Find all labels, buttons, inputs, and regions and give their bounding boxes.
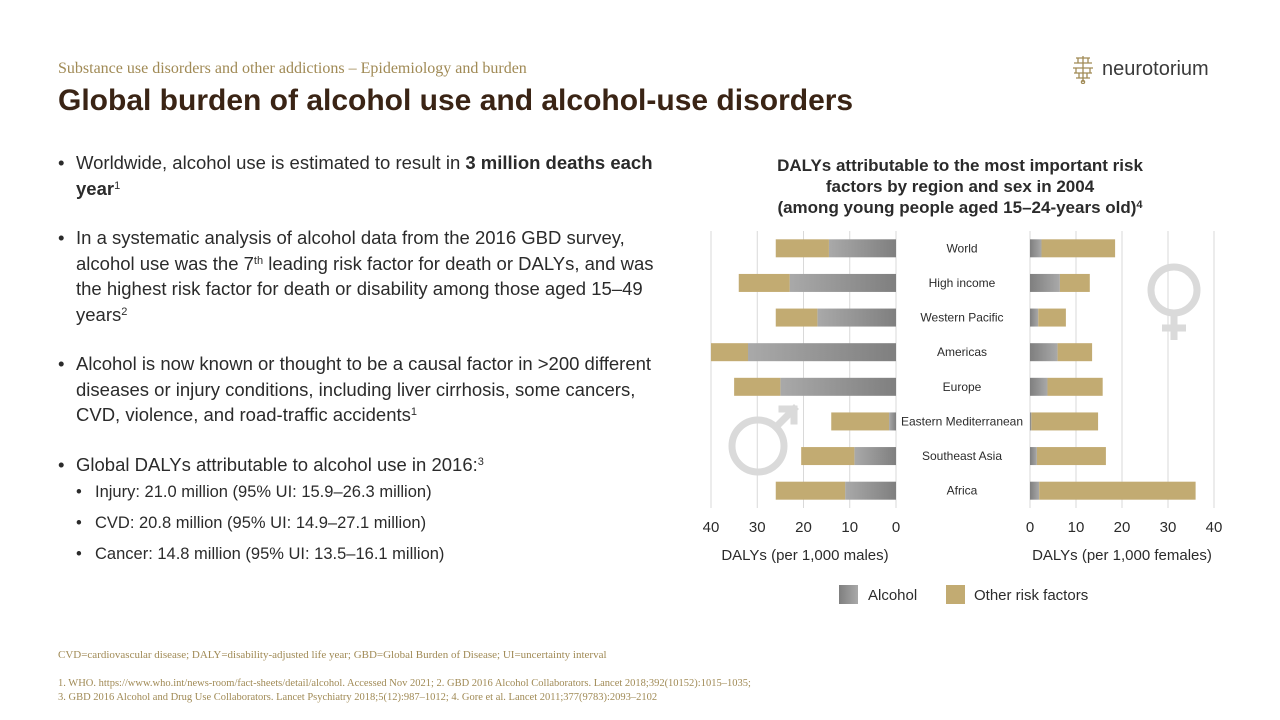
abbreviations-footnote: CVD=cardiovascular disease; DALY=disabil… <box>58 649 607 661</box>
bar-alcohol-male <box>828 239 896 258</box>
bar-other-female <box>1039 481 1196 500</box>
male-symbol-icon <box>728 416 788 476</box>
sub-bullet-item: CVD: 20.8 million (95% UI: 14.9–27.1 mil… <box>76 512 658 534</box>
citation-sup: 1 <box>114 179 121 192</box>
logo-text: neurotorium <box>1102 57 1209 80</box>
female-symbol-icon <box>1147 263 1201 317</box>
chart-title: DALYs attributable to the most important… <box>710 155 1210 218</box>
bar-other-male <box>775 308 818 327</box>
legend-label-alcohol: Alcohol <box>868 587 917 604</box>
bullet-item: Global DALYs attributable to alcohol use… <box>58 452 658 566</box>
x-axis-label: DALYs (per 1,000 females) <box>1032 547 1212 564</box>
x-tick-label: 0 <box>892 519 900 536</box>
bar-alcohol-female <box>1030 308 1039 327</box>
ordinal-sup: th <box>253 254 264 267</box>
bullet-emphasis: 3 million deaths each year <box>76 152 653 199</box>
bar-other-female <box>1041 239 1116 258</box>
chart-title-line: factors by region and sex in 2004 <box>825 177 1095 196</box>
bar-alcohol-male <box>748 343 896 362</box>
neurotorium-logo: neurotorium <box>1070 54 1209 84</box>
citation-sup: 3 <box>477 455 484 468</box>
bar-alcohol-male <box>817 308 896 327</box>
x-tick-label: 30 <box>1160 519 1177 536</box>
x-tick-label: 20 <box>795 519 812 536</box>
category-label: Western Pacific <box>920 311 1003 325</box>
bullet-item: In a systematic analysis of alcohol data… <box>58 225 658 327</box>
citation-sup: 2 <box>121 305 128 318</box>
chart-title-line: DALYs attributable to the most important… <box>777 156 1143 175</box>
bullet-text: Worldwide, alcohol use is estimated to r… <box>76 152 466 173</box>
x-axis-label: DALYs (per 1,000 males) <box>721 547 888 564</box>
category-label: Europe <box>943 380 982 394</box>
brain-logo-icon <box>1073 56 1093 84</box>
bar-alcohol-female <box>1030 239 1042 258</box>
x-tick-label: 20 <box>1114 519 1131 536</box>
reference-line: 1. WHO. https://www.who.int/news-room/fa… <box>58 678 751 689</box>
bar-alcohol-male <box>780 377 896 396</box>
x-tick-label: 40 <box>703 519 720 536</box>
bar-alcohol-male <box>889 412 896 431</box>
sub-bullet-list: Injury: 21.0 million (95% UI: 15.9–26.3 … <box>76 481 658 565</box>
bullet-list: Worldwide, alcohol use is estimated to r… <box>58 150 658 589</box>
category-label: World <box>946 241 977 255</box>
category-label: Americas <box>937 345 987 359</box>
category-label: High income <box>929 276 996 290</box>
references: 1. WHO. https://www.who.int/news-room/fa… <box>58 677 751 704</box>
bar-alcohol-female <box>1030 273 1060 292</box>
bullet-text: In a systematic analysis of alcohol data… <box>76 227 625 274</box>
bar-alcohol-female <box>1030 377 1048 396</box>
x-tick-label: 0 <box>1026 519 1034 536</box>
page-title: Global burden of alcohol use and alcohol… <box>58 84 854 117</box>
category-label: Eastern Mediterranean <box>901 414 1023 428</box>
bar-other-male <box>775 481 846 500</box>
bar-other-female <box>1038 308 1066 327</box>
legend-swatch-other <box>946 585 965 604</box>
bullet-text: leading risk factor for death or DALYs, … <box>76 252 654 325</box>
bar-alcohol-male <box>845 481 896 500</box>
x-tick-label: 10 <box>841 519 858 536</box>
x-tick-label: 10 <box>1068 519 1085 536</box>
citation-sup: 1 <box>410 406 418 418</box>
bar-other-male <box>831 412 890 431</box>
bar-alcohol-male <box>854 447 896 466</box>
bullet-item: Alcohol is now known or thought to be a … <box>58 351 658 428</box>
bar-alcohol-female <box>1030 447 1037 466</box>
bar-other-male <box>711 343 748 362</box>
bar-alcohol-female <box>1030 343 1058 362</box>
bar-other-male <box>801 447 855 466</box>
male-symbol-arrow <box>771 404 799 432</box>
bullet-text: Global DALYs attributable to alcohol use… <box>76 453 478 475</box>
category-label: Southeast Asia <box>922 449 1002 463</box>
bar-alcohol-female <box>1030 481 1040 500</box>
legend-swatch-alcohol <box>839 585 858 604</box>
female-symbol-cross <box>1162 313 1186 340</box>
bar-other-female <box>1059 273 1090 292</box>
reference-line: 3. GBD 2016 Alcohol and Drug Use Collabo… <box>58 691 658 703</box>
section-subtitle: Substance use disorders and other addict… <box>58 60 527 77</box>
bar-other-female <box>1031 412 1099 431</box>
bullet-text: Alcohol is now known or thought to be a … <box>76 353 652 425</box>
bar-alcohol-male <box>789 273 896 292</box>
bar-other-female <box>1047 377 1103 396</box>
bar-other-female <box>1036 447 1106 466</box>
category-label: Africa <box>947 484 978 498</box>
bar-other-male <box>738 273 790 292</box>
bar-other-male <box>775 239 829 258</box>
bar-alcohol-female <box>1030 412 1032 431</box>
sub-bullet-item: Injury: 21.0 million (95% UI: 15.9–26.3 … <box>76 481 658 503</box>
sub-bullet-item: Cancer: 14.8 million (95% UI: 13.5–16.1 … <box>76 543 658 565</box>
citation-sup: 4 <box>1136 199 1143 211</box>
x-tick-label: 30 <box>749 519 766 536</box>
chart-title-line: (among young people aged 15–24-years old… <box>777 198 1143 217</box>
legend-label-other: Other risk factors <box>974 587 1088 604</box>
bullet-item: Worldwide, alcohol use is estimated to r… <box>58 150 658 201</box>
bar-other-female <box>1057 343 1093 362</box>
x-tick-label: 40 <box>1206 519 1223 536</box>
bar-other-male <box>734 377 781 396</box>
